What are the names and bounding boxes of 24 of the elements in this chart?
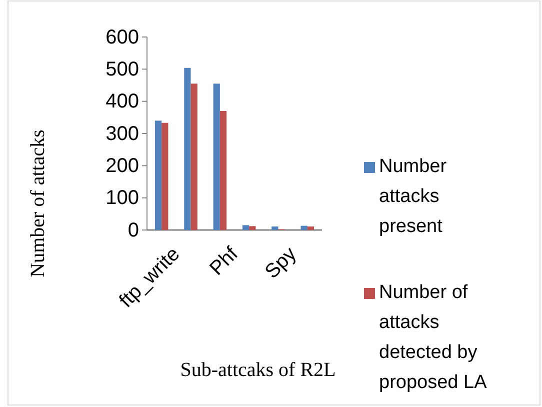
y-tick-label: 400: [106, 90, 139, 113]
legend-label: Number attacks present: [379, 156, 448, 237]
x-axis-title: Sub-attcaks of R2L: [180, 359, 336, 381]
bar: [272, 226, 278, 230]
x-tick-label: Spy: [260, 243, 301, 283]
x-tick-label: Phf: [206, 242, 243, 280]
y-axis-title: Number of attacks: [27, 129, 49, 278]
y-tick-label: 200: [106, 155, 139, 178]
bar: [190, 84, 198, 230]
y-tick-label: 100: [106, 187, 139, 210]
y-tick-label: 600: [106, 26, 139, 48]
bar: [184, 68, 191, 230]
bar: [300, 226, 308, 230]
bar: [162, 122, 168, 230]
y-tick-label: 500: [106, 58, 139, 81]
y-tick-label: 300: [106, 122, 139, 145]
bar: [249, 226, 256, 230]
legend-label: Number of attacks detected by proposed LA: [379, 282, 488, 393]
bar: [220, 110, 227, 230]
bar: [307, 226, 314, 230]
bar: [242, 225, 250, 230]
bar: [154, 120, 162, 230]
y-tick-label: 0: [128, 219, 139, 242]
bar: [213, 84, 220, 230]
